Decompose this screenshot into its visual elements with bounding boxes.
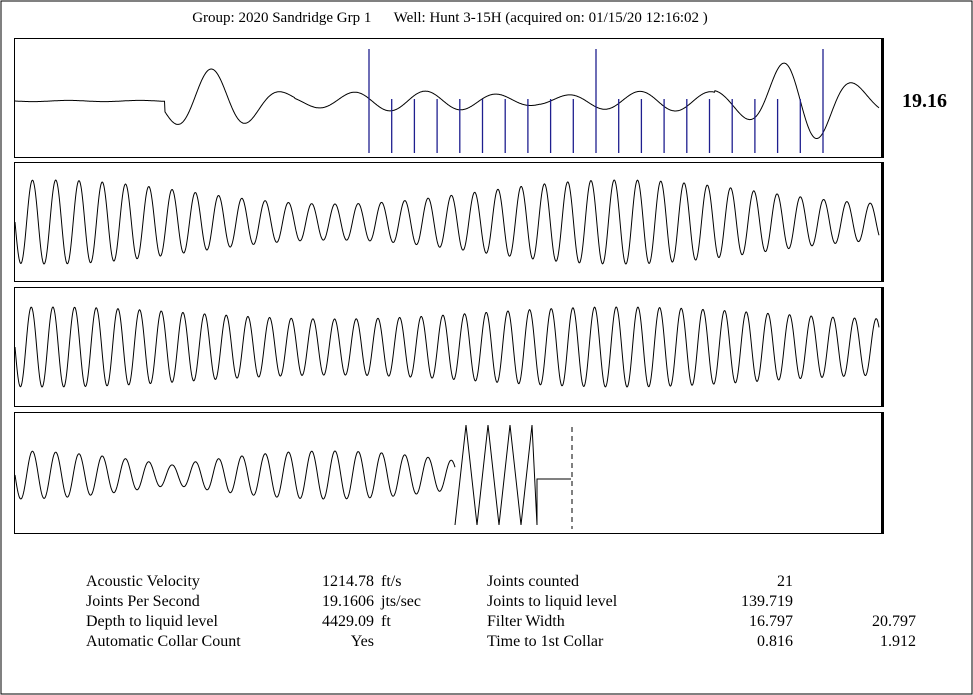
stat-value-2 [820, 592, 916, 612]
stats-left-labels: Acoustic Velocity Joints Per Second Dept… [86, 572, 286, 652]
trace-panel-4 [14, 412, 884, 534]
stat-value: 19.1606 [322, 593, 374, 610]
trace-panel-3 [14, 287, 884, 407]
stat-unit [381, 632, 461, 652]
trace-line-2 [15, 179, 880, 265]
stat-value: Yes [350, 633, 374, 650]
stats-right-labels: Joints counted Joints to liquid level Fi… [487, 572, 687, 652]
stats-left-values: 1214.78 19.1606 4429.09 Yes [290, 572, 374, 652]
stat-value-2 [820, 572, 916, 592]
trace-panel-1-svg [15, 49, 880, 153]
stats-left-units: ft/s jts/sec ft [381, 572, 461, 652]
stat-value-2: 20.797 [872, 613, 916, 630]
trace-panel-2 [14, 162, 884, 282]
trace-line-3 [15, 306, 880, 388]
stat-label: Automatic Collar Count [86, 633, 241, 650]
trace-panel-2-svg [15, 179, 880, 265]
stats-right-values: 21 139.719 16.797 0.816 [690, 572, 793, 652]
stat-value: 16.797 [749, 613, 793, 630]
group-label: Group: 2020 Sandridge Grp 1 [192, 10, 372, 26]
stat-value: 4429.09 [322, 613, 374, 630]
chart-header: Group: 2020 Sandridge Grp 1 Well: Hunt 3… [0, 10, 900, 27]
stat-label: Acoustic Velocity [86, 573, 200, 590]
stats-right-values-2: 20.797 1.912 [820, 572, 916, 652]
stat-label: Depth to liquid level [86, 613, 218, 630]
stat-value: 0.816 [757, 633, 793, 650]
stat-value: 139.719 [741, 593, 793, 610]
stat-value: 21 [777, 573, 793, 590]
stat-value: 1214.78 [322, 573, 374, 590]
trace-panel-3-svg [15, 306, 880, 388]
stat-label: Joints counted [487, 573, 579, 590]
stat-unit: jts/sec [381, 593, 421, 610]
well-label: Well: Hunt 3-15H (acquired on: 01/15/20 … [393, 10, 708, 26]
stat-label: Filter Width [487, 613, 565, 630]
stat-label: Joints to liquid level [487, 593, 618, 610]
stat-label: Time to 1st Collar [487, 633, 604, 650]
stat-unit: ft [381, 613, 391, 630]
trace-panel-4-svg [15, 424, 573, 529]
stat-label: Joints Per Second [86, 593, 200, 610]
joints-per-second-readout: 19.16 [902, 90, 947, 112]
stat-value-2: 1.912 [880, 633, 916, 650]
stat-unit: ft/s [381, 573, 402, 590]
trace-panel-1 [14, 38, 884, 158]
trace-line-4 [15, 450, 456, 500]
trace-line-1 [15, 62, 880, 139]
trace-spikes [454, 424, 571, 526]
